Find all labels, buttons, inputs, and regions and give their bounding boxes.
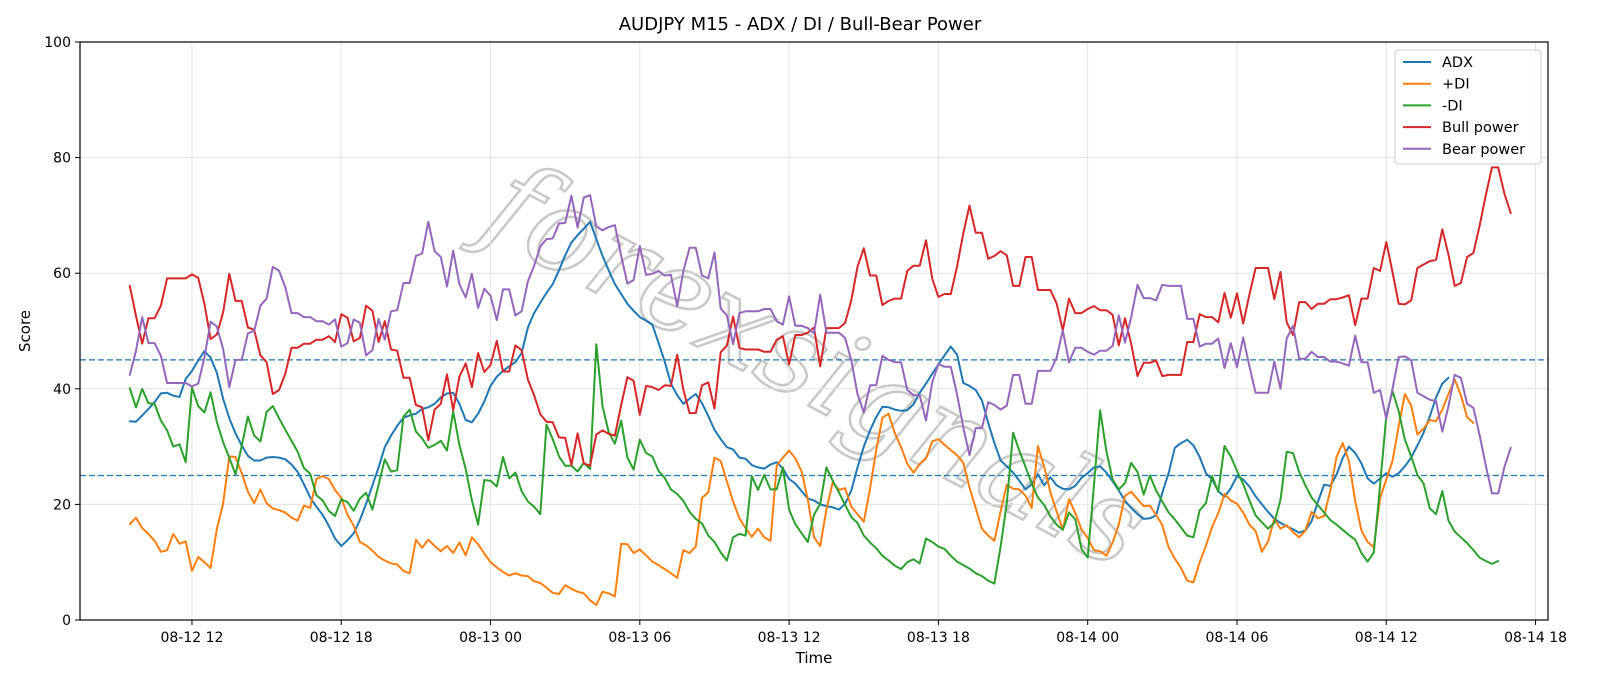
y-tick-label: 100 [44,35,71,51]
series-line-bull-power [128,166,1512,467]
legend-label: Bear power [1442,142,1525,158]
y-tick-label: 80 [53,151,71,167]
legend: ADX +DI -DI Bull power Bear power [1394,49,1542,165]
series-line-adx [128,220,1450,547]
x-tick-label: 08-13 06 [608,630,671,646]
x-tick-label: 08-13 00 [459,630,522,646]
y-axis-label: Score [16,310,34,352]
legend-label: ADX [1442,55,1473,71]
legend-label: +DI [1442,77,1470,93]
y-tick-label: 0 [62,613,71,629]
x-tick-label: 08-12 12 [160,630,223,646]
series-line-di [128,343,1500,585]
x-axis-label: Time [795,649,833,667]
y-tick-label: 20 [53,497,71,513]
series-line-di [128,378,1475,606]
plot-frame [79,41,1549,621]
legend-label: Bull power [1442,120,1519,136]
chart-title: AUDJPY M15 - ADX / DI / Bull-Bear Power [618,14,982,35]
x-tick-label: 08-14 00 [1056,630,1119,646]
legend-label: -DI [1442,98,1463,114]
legend-box [1394,49,1542,165]
y-tick-label: 40 [53,382,71,398]
x-tick-label: 08-14 12 [1355,630,1418,646]
series-line-bear-power [128,194,1512,495]
y-tick-label: 60 [53,266,71,282]
x-tick-label: 08-13 18 [907,630,970,646]
x-tick-label: 08-14 06 [1206,630,1269,646]
x-tick-label: 08-14 18 [1504,630,1567,646]
x-tick-label: 08-12 18 [310,630,373,646]
x-tick-label: 08-13 12 [758,630,821,646]
